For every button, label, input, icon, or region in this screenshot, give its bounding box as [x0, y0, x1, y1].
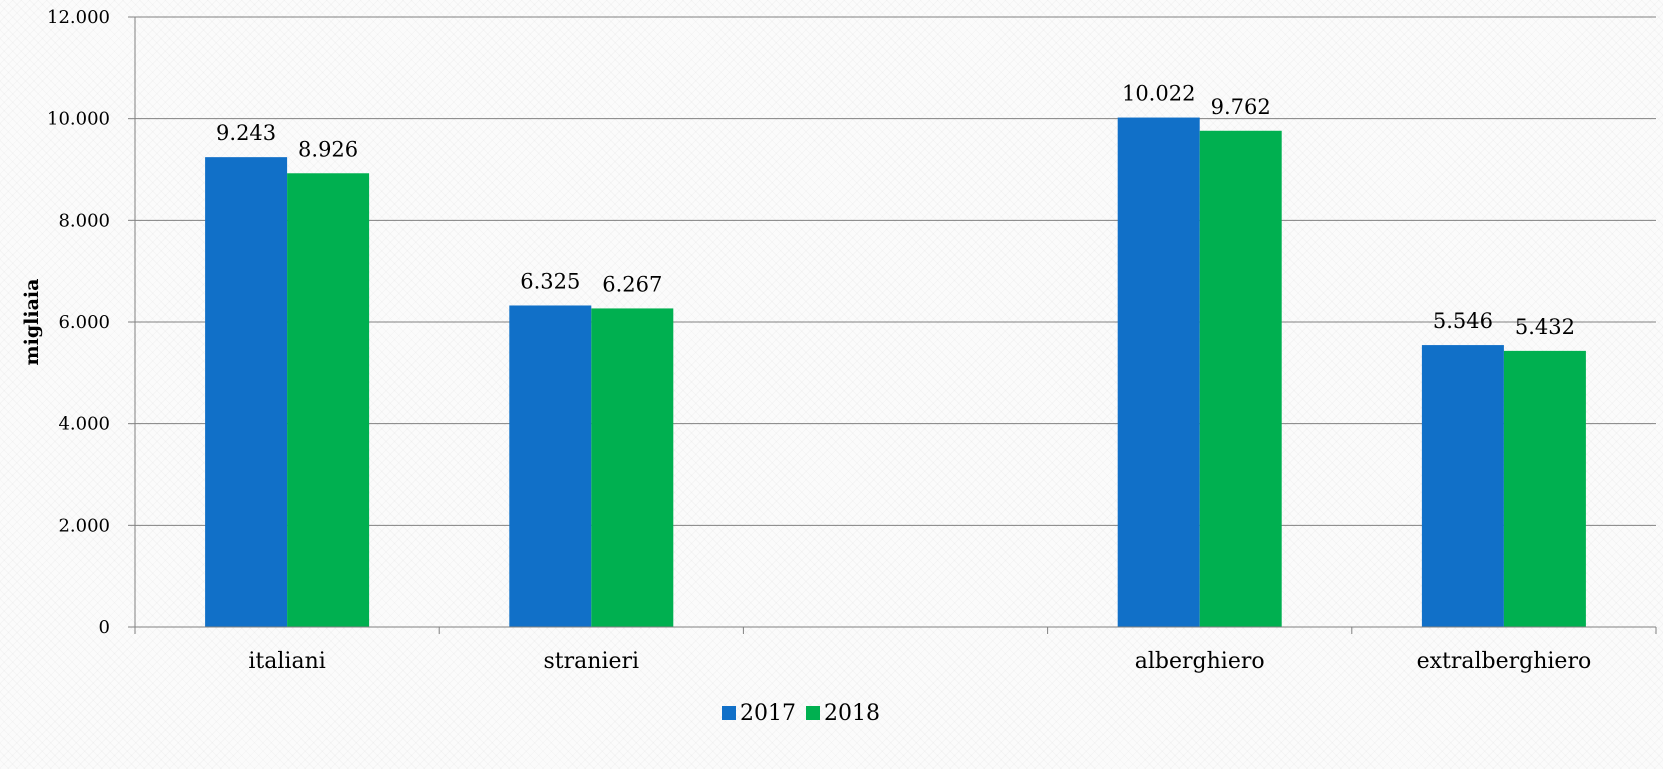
- bar: [1503, 350, 1586, 627]
- bar: [509, 305, 592, 627]
- data-labels: 9.243 6.325 10.022 5.546 8.926 6.267 9.762 5.43…: [216, 82, 1575, 339]
- legend-label: 2017: [740, 701, 796, 726]
- bar: [205, 157, 288, 627]
- y-tick-label: 6.000: [58, 312, 110, 333]
- y-tick-label: 0: [99, 617, 110, 638]
- data-label: 5.546: [1433, 309, 1493, 333]
- x-tick-label: extralberghiero: [1417, 649, 1592, 674]
- data-label: 9.243: [216, 121, 276, 145]
- y-tick-label: 4.000: [58, 414, 110, 435]
- legend: 2017 2018: [722, 701, 880, 726]
- legend-swatch: [722, 706, 736, 720]
- bar: [1421, 345, 1504, 627]
- legend-label: 2018: [824, 701, 880, 726]
- x-tick-label: stranieri: [544, 649, 640, 674]
- bar: [1199, 130, 1282, 627]
- y-axis-ticks: 0 2.000 4.000 6.000 8.000 10.000 12.000: [47, 7, 135, 638]
- data-label: 8.926: [298, 137, 358, 161]
- bar: [287, 173, 370, 628]
- y-tick-label: 12.000: [47, 7, 110, 28]
- y-tick-label: 2.000: [58, 515, 110, 536]
- data-label: 10.022: [1122, 82, 1195, 106]
- y-tick-label: 8.000: [58, 210, 110, 231]
- bars: [205, 117, 1586, 628]
- x-tick-label: italiani: [248, 649, 325, 674]
- x-axis: italiani stranieri alberghiero extralberghi…: [134, 17, 1657, 674]
- x-tick-label: alberghiero: [1135, 649, 1265, 674]
- y-axis-title: migliaia: [21, 279, 43, 366]
- data-label: 5.432: [1515, 315, 1575, 339]
- bar: [591, 308, 674, 627]
- legend-swatch: [806, 706, 820, 720]
- data-label: 6.267: [602, 272, 662, 296]
- bar: [1117, 117, 1200, 627]
- data-label: 6.325: [520, 269, 580, 293]
- y-tick-label: 10.000: [47, 109, 110, 130]
- gridlines: [135, 16, 1656, 526]
- data-label: 9.762: [1211, 95, 1271, 119]
